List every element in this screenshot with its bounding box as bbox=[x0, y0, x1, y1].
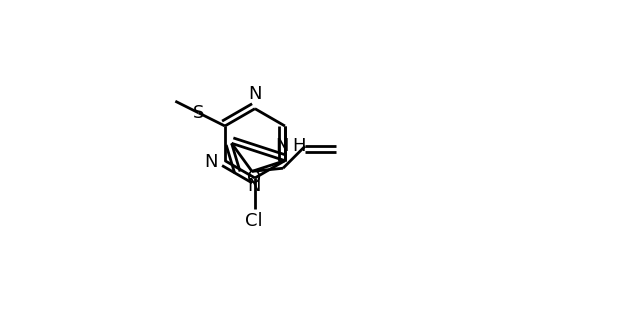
Text: N: N bbox=[275, 136, 289, 155]
Text: O: O bbox=[247, 169, 261, 187]
Text: N: N bbox=[247, 176, 260, 195]
Text: H: H bbox=[293, 136, 306, 155]
Text: Cl: Cl bbox=[245, 212, 262, 230]
Text: N: N bbox=[248, 85, 262, 104]
Text: S: S bbox=[193, 104, 204, 122]
Text: N: N bbox=[204, 153, 217, 171]
